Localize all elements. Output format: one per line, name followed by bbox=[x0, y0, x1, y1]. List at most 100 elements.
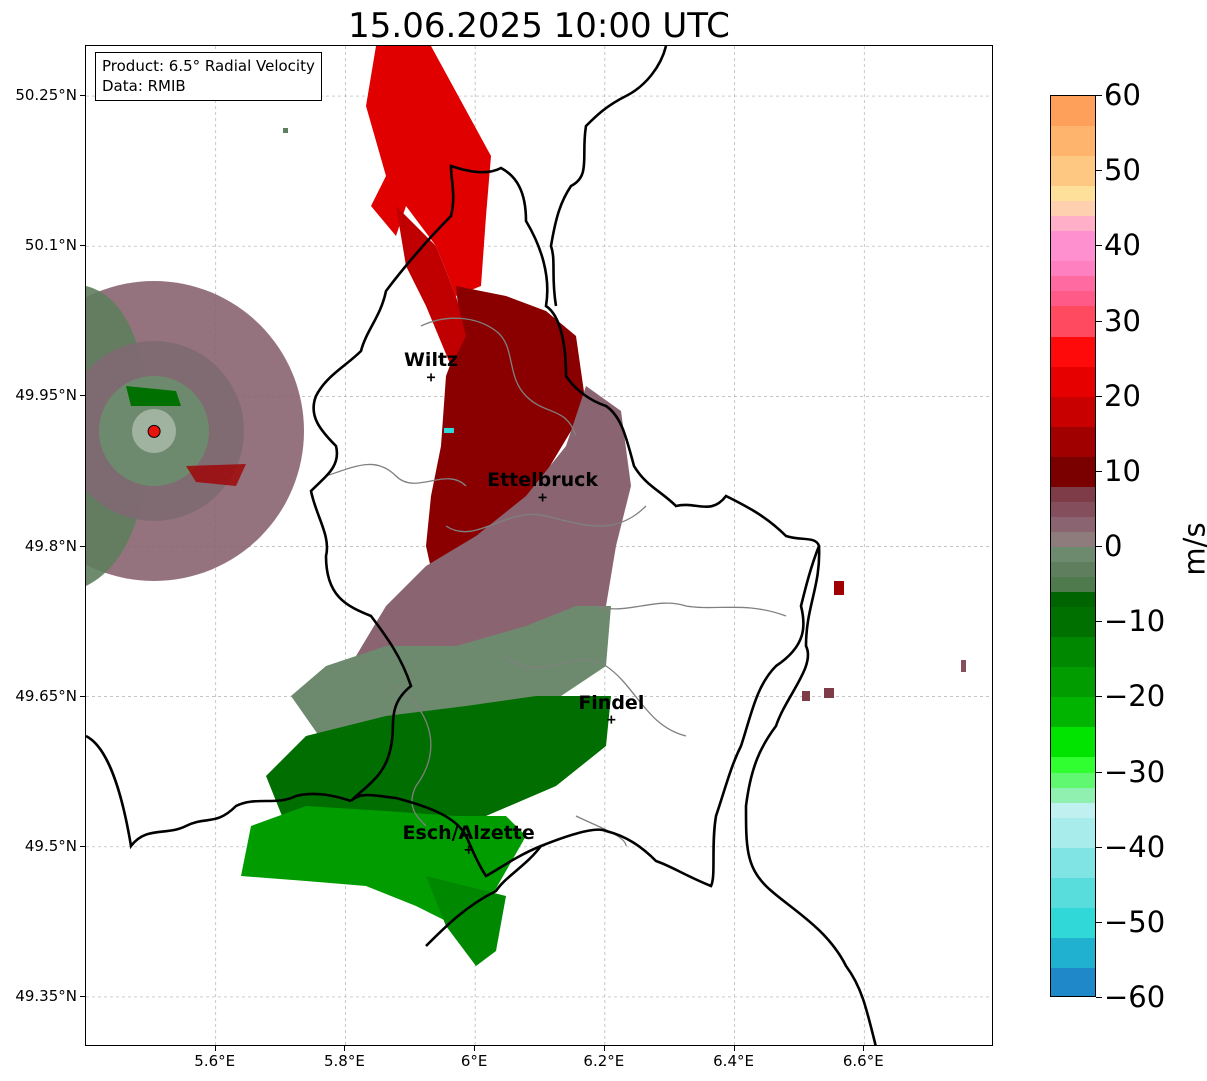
colorbar-segment-1 bbox=[1051, 126, 1095, 157]
product-label: Product: 6.5° Radial Velocity bbox=[102, 57, 315, 75]
colorbar-segment-18 bbox=[1051, 516, 1095, 533]
colorbar-segment-13 bbox=[1051, 396, 1095, 428]
canton-line-5 bbox=[505, 655, 687, 737]
lon-tick-label-0: 5.6°E bbox=[194, 1052, 236, 1070]
colorbar-segment-12 bbox=[1051, 366, 1095, 398]
city-label-2: Findel bbox=[578, 691, 645, 714]
colorbar-tick-0 bbox=[1096, 95, 1102, 96]
colorbar-tick-12 bbox=[1096, 997, 1102, 998]
radar-map-canvas bbox=[86, 46, 992, 1045]
lat-tick-0 bbox=[80, 95, 85, 97]
lon-tick-1 bbox=[344, 1046, 346, 1051]
data-source-label: Data: RMIB bbox=[102, 77, 186, 95]
lat-tick-5 bbox=[80, 845, 85, 847]
colorbar-segment-35 bbox=[1051, 877, 1095, 909]
colorbar-tick-2 bbox=[1096, 245, 1102, 247]
radar-site-marker[interactable] bbox=[147, 424, 161, 438]
colorbar-segment-38 bbox=[1051, 967, 1095, 996]
echo-darkred-core bbox=[426, 286, 586, 591]
border-lux bbox=[309, 164, 821, 888]
city-marker-1 bbox=[538, 493, 547, 502]
lat-tick-2 bbox=[80, 395, 85, 397]
colorbar-segment-22 bbox=[1051, 577, 1095, 593]
city-marker-0 bbox=[427, 373, 436, 382]
colorbar-segment-16 bbox=[1051, 486, 1095, 503]
colorbar-tick-7 bbox=[1096, 621, 1102, 623]
colorbar-segment-9 bbox=[1051, 291, 1095, 307]
colorbar-segment-28 bbox=[1051, 727, 1095, 758]
city-label-0: Wiltz bbox=[403, 349, 459, 372]
canton-line-3 bbox=[445, 505, 647, 533]
colorbar-tick-5 bbox=[1096, 470, 1102, 472]
echo-small-east-1 bbox=[834, 581, 844, 595]
radar-map[interactable]: Wiltz Ettelbruck Findel Esch/Alzette Produc… bbox=[85, 45, 993, 1046]
colorbar-segment-15 bbox=[1051, 456, 1095, 488]
colorbar-unit-label: m/s bbox=[1177, 522, 1207, 576]
canton-line-1 bbox=[420, 317, 577, 437]
lon-tick-0 bbox=[214, 1046, 216, 1051]
colorbar-tick-label-5: 10 bbox=[1104, 453, 1141, 488]
colorbar-segment-37 bbox=[1051, 937, 1095, 969]
lat-tick-3 bbox=[80, 545, 85, 547]
colorbar-segment-33 bbox=[1051, 817, 1095, 849]
colorbar-segment-17 bbox=[1051, 501, 1095, 518]
lat-tick-4 bbox=[80, 695, 85, 697]
colorbar-tick-label-6: 0 bbox=[1104, 529, 1123, 563]
city-marker-3 bbox=[464, 845, 473, 854]
lon-tick-label-4: 6.4°E bbox=[713, 1052, 754, 1070]
lat-tick-label-5: 49.5°N bbox=[24, 836, 77, 855]
colorbar-tick-6 bbox=[1096, 546, 1102, 547]
colorbar-segment-27 bbox=[1051, 697, 1095, 728]
clutter-green-patch bbox=[126, 386, 181, 406]
echo-green-tail bbox=[426, 876, 506, 966]
city-marker-2 bbox=[607, 715, 616, 724]
echo-small-east-2 bbox=[802, 691, 810, 701]
colorbar-tick-label-4: 20 bbox=[1104, 378, 1141, 413]
colorbar-segment-4 bbox=[1051, 201, 1095, 217]
border-germany-east bbox=[744, 545, 877, 1045]
echo-green-band bbox=[266, 696, 611, 846]
canton-line-4 bbox=[595, 602, 787, 617]
colorbar-segment-34 bbox=[1051, 847, 1095, 879]
map-title: 15.06.2025 10:00 UTC bbox=[348, 6, 730, 46]
colorbar-tick-label-2: 40 bbox=[1104, 228, 1141, 263]
colorbar-segment-25 bbox=[1051, 637, 1095, 668]
border-france-south bbox=[425, 845, 543, 947]
colorbar-tick-1 bbox=[1096, 170, 1102, 172]
lat-tick-label-1: 50.1°N bbox=[24, 236, 77, 255]
lon-tick-5 bbox=[863, 1046, 865, 1051]
national-borders bbox=[86, 46, 877, 1045]
colorbar-segment-11 bbox=[1051, 336, 1095, 368]
lat-tick-label-4: 49.65°N bbox=[15, 686, 77, 705]
colorbar-tick-label-1: 50 bbox=[1104, 153, 1141, 188]
lon-tick-label-2: 6°E bbox=[460, 1052, 488, 1070]
lat-tick-6 bbox=[80, 995, 85, 997]
colorbar-segment-14 bbox=[1051, 426, 1095, 458]
colorbar-tick-label-10: −40 bbox=[1104, 829, 1166, 864]
colorbar-segment-31 bbox=[1051, 787, 1095, 804]
colorbar-tick-label-11: −50 bbox=[1104, 904, 1166, 939]
lon-tick-2 bbox=[474, 1046, 476, 1051]
colorbar-segment-7 bbox=[1051, 261, 1095, 277]
echo-speck-nw bbox=[283, 128, 288, 133]
product-info-box: Product: 6.5° Radial Velocity Data: RMIB bbox=[95, 52, 322, 101]
colorbar-segment-8 bbox=[1051, 276, 1095, 292]
colorbar-segment-32 bbox=[1051, 802, 1095, 819]
colorbar-tick-8 bbox=[1096, 696, 1102, 698]
lat-tick-label-2: 49.95°N bbox=[15, 386, 77, 405]
echo-small-east-4 bbox=[961, 660, 966, 672]
colorbar-tick-label-9: −30 bbox=[1104, 754, 1166, 789]
colorbar-segment-29 bbox=[1051, 757, 1095, 773]
colorbar-tick-4 bbox=[1096, 395, 1102, 397]
colorbar-segment-23 bbox=[1051, 592, 1095, 608]
city-label-1: Ettelbruck bbox=[487, 469, 599, 492]
lat-tick-label-6: 49.35°N bbox=[15, 986, 77, 1005]
lon-tick-label-3: 6.2°E bbox=[583, 1052, 625, 1070]
colorbar-segment-10 bbox=[1051, 306, 1095, 338]
colorbar-segment-21 bbox=[1051, 562, 1095, 578]
canton-line-2 bbox=[325, 463, 467, 487]
colorbar-segment-2 bbox=[1051, 156, 1095, 187]
colorbar-tick-9 bbox=[1096, 771, 1102, 773]
colorbar-segment-19 bbox=[1051, 531, 1095, 548]
colorbar-tick-label-0: 60 bbox=[1104, 78, 1141, 112]
